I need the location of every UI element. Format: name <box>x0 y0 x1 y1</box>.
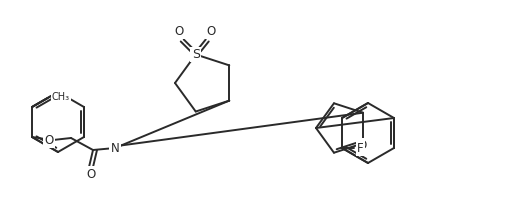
Text: O: O <box>206 25 215 38</box>
Text: O: O <box>357 139 367 152</box>
Text: CH₃: CH₃ <box>52 92 69 102</box>
Text: N: N <box>111 141 120 154</box>
Text: F: F <box>357 141 363 154</box>
Text: S: S <box>192 48 200 61</box>
Text: O: O <box>174 25 183 38</box>
Text: O: O <box>44 134 54 147</box>
Text: O: O <box>86 168 96 180</box>
